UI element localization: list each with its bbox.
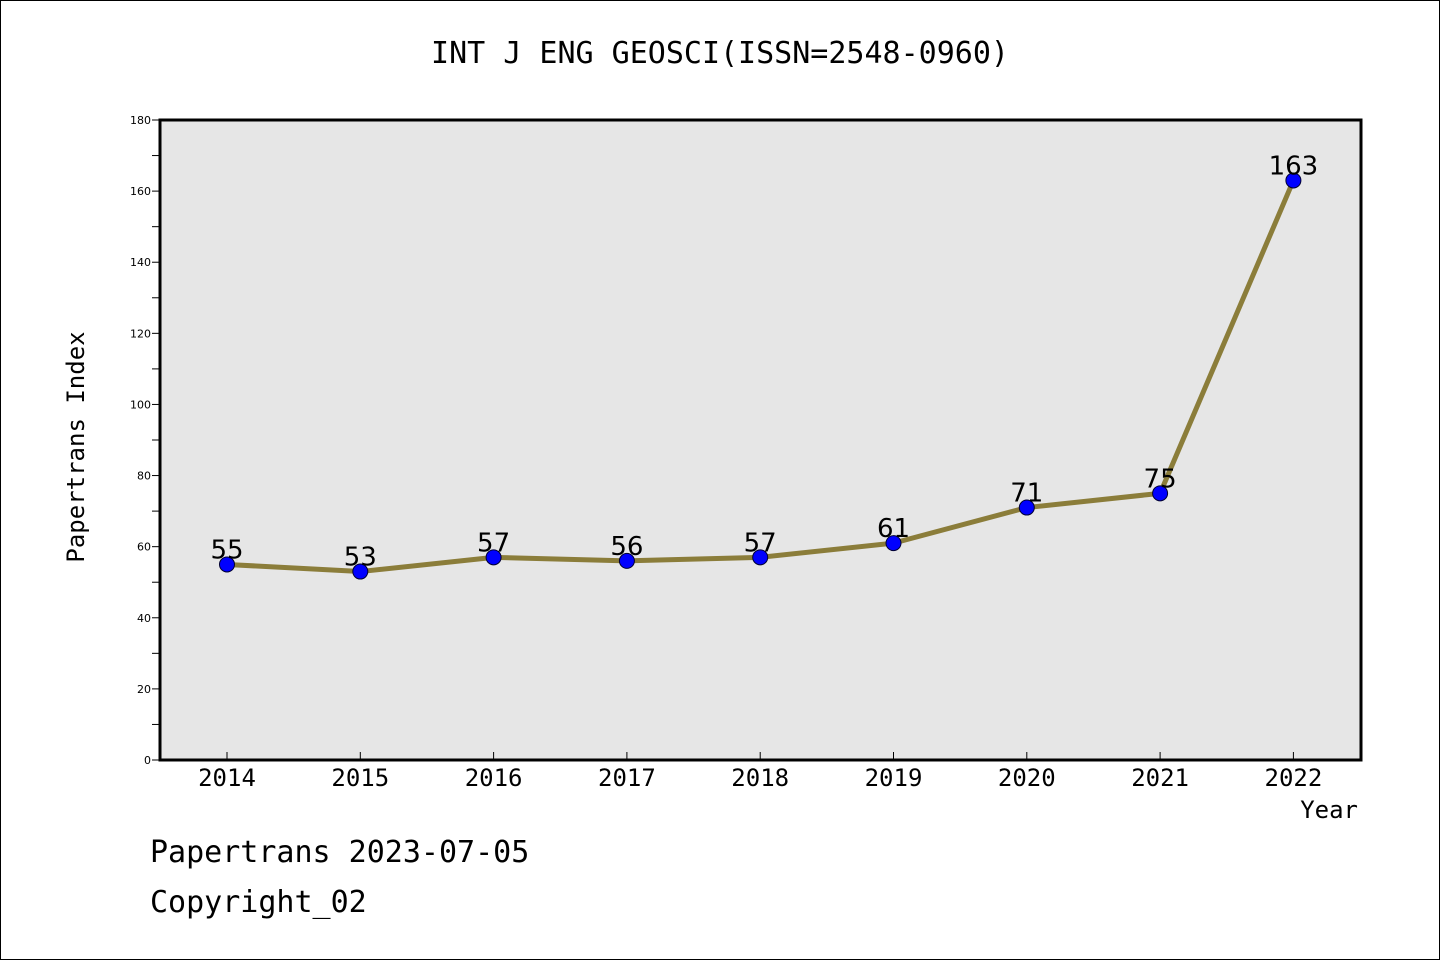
x-tick-label: 2016 (465, 764, 523, 792)
x-tick-label: 2021 (1131, 764, 1189, 792)
y-tick-label: 20 (137, 683, 151, 696)
y-tick-label: 160 (130, 185, 151, 198)
x-tick-label: 2015 (331, 764, 389, 792)
chart-title: INT J ENG GEOSCI(ISSN=2548-0960) (431, 36, 1009, 71)
data-point (1285, 172, 1302, 189)
data-label: 75 (1144, 464, 1177, 494)
data-point (485, 549, 502, 566)
data-label: 56 (610, 532, 643, 562)
data-point (885, 535, 902, 552)
plot-area (160, 120, 1361, 760)
data-label: 57 (744, 528, 777, 558)
data-label: 71 (1010, 479, 1043, 509)
data-label: 57 (477, 528, 510, 558)
x-tick-label: 2020 (998, 764, 1056, 792)
data-label: 53 (344, 543, 377, 573)
data-point (219, 556, 235, 573)
y-tick-label: 120 (130, 327, 151, 340)
y-tick-label: 140 (130, 256, 151, 269)
data-point (618, 552, 635, 569)
y-tick-label: 60 (137, 541, 151, 554)
series-layer: 55 53 57 56 57 61 71 75 163 (210, 151, 1319, 580)
x-tick-label: 2018 (731, 764, 789, 792)
data-point (352, 563, 369, 580)
x-axis-label: Year (1300, 796, 1358, 824)
y-tick-label: 80 (137, 470, 151, 483)
y-tick-label: 100 (130, 398, 151, 411)
x-tick-label: 2017 (598, 764, 656, 792)
x-tick-label: 2019 (865, 764, 923, 792)
data-label: 55 (210, 535, 243, 565)
data-label: 163 (1269, 151, 1319, 181)
y-tick-label: 40 (137, 612, 151, 625)
data-point (1018, 499, 1035, 516)
x-tick-label: 2022 (1265, 764, 1323, 792)
x-axis: 2014 2015 2016 2017 2018 2019 2020 2021 2022 (198, 752, 1322, 792)
x-tick-label: 2014 (198, 764, 256, 792)
data-label: 61 (877, 514, 910, 544)
data-point (752, 549, 769, 566)
y-tick-label: 0 (144, 754, 151, 767)
footer-date: Papertrans 2023-07-05 (150, 835, 530, 870)
y-axis: 0 20 40 60 80 100 120 140 160 180 (130, 114, 160, 767)
y-tick-label: 180 (130, 114, 151, 127)
data-point (1152, 485, 1169, 502)
plot-border (158, 118, 1363, 762)
footer-copyright: Copyright_02 (150, 885, 367, 920)
